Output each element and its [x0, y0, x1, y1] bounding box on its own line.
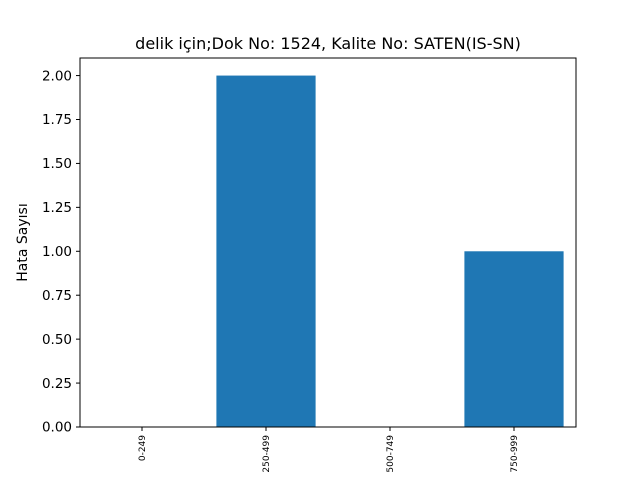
y-tick-label: 2.00: [42, 68, 72, 84]
x-tick-label: 500-749: [386, 435, 396, 473]
y-axis: 0.00 0.25 0.50 0.75 1.00 1.25 1.50 1.75 2.00: [42, 68, 80, 436]
x-tick-label: 750-999: [510, 435, 520, 473]
x-axis: 0-249 250-499 500-749 750-999: [138, 427, 520, 473]
y-tick-label: 1.25: [42, 200, 72, 216]
y-tick-label: 0.75: [42, 288, 72, 304]
y-tick-label: 0.50: [42, 332, 72, 348]
y-tick-label: 1.00: [42, 244, 72, 260]
chart-title: delik için;Dok No: 1524, Kalite No: SATE…: [135, 34, 521, 53]
x-tick-label: 0-249: [138, 435, 148, 461]
bars-group: [216, 75, 564, 427]
y-tick-label: 0.25: [42, 376, 72, 392]
bar-750-999: [464, 251, 564, 427]
y-axis-label: Hata Sayısı: [15, 203, 31, 281]
y-tick-label: 0.00: [42, 420, 72, 436]
bar-250-499: [216, 75, 316, 427]
plot-frame: [79, 57, 577, 428]
y-tick-label: 1.75: [42, 112, 72, 128]
x-tick-label: 250-499: [262, 435, 272, 473]
y-tick-label: 1.50: [42, 156, 72, 172]
